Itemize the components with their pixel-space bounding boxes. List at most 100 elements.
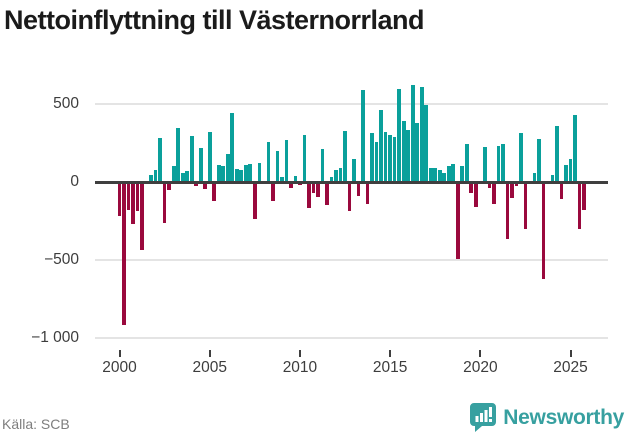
data-bar: [523, 182, 528, 230]
data-bar: [505, 182, 510, 240]
x-axis-label: 2025: [553, 359, 588, 376]
data-bar: [266, 142, 271, 182]
data-bar: [271, 182, 275, 201]
data-bar: [167, 182, 171, 190]
data-bar: [117, 182, 122, 217]
data-bar: [577, 182, 582, 229]
data-bar: [320, 149, 325, 182]
data-bar: [473, 182, 478, 207]
data-bar: [419, 86, 424, 182]
data-bar: [338, 167, 343, 182]
data-bar: [257, 162, 262, 182]
y-axis-label: 500: [53, 95, 79, 113]
data-bar: [352, 158, 356, 182]
data-bar: [185, 170, 190, 182]
data-bar: [392, 137, 397, 182]
data-bar: [212, 182, 217, 201]
data-bar: [442, 173, 447, 182]
data-bar: [401, 120, 406, 182]
data-bar: [469, 182, 474, 193]
data-bar: [239, 169, 244, 182]
data-bar: [564, 164, 568, 182]
data-bar: [122, 182, 126, 326]
data-bar: [519, 133, 523, 182]
data-bar: [437, 169, 442, 182]
data-bar: [284, 139, 289, 182]
data-bar: [541, 182, 546, 280]
data-bar: [325, 182, 329, 206]
data-bar: [374, 142, 379, 182]
y-axis-label: −1 000: [31, 328, 79, 346]
data-bar: [532, 173, 537, 182]
data-bar: [361, 90, 365, 182]
data-bar: [225, 154, 230, 182]
data-bar: [455, 182, 460, 260]
data-bar: [198, 147, 203, 182]
data-bar: [514, 182, 519, 187]
data-bar: [550, 174, 555, 182]
x-axis-tick: [479, 350, 482, 357]
data-bar: [559, 182, 564, 200]
data-bar: [280, 177, 284, 182]
data-bar: [568, 159, 573, 182]
data-bar: [216, 164, 221, 182]
data-bar: [347, 182, 352, 211]
data-bar: [126, 182, 131, 210]
data-bar: [406, 129, 411, 182]
data-bar: [253, 182, 257, 220]
data-bar: [428, 167, 433, 182]
newsworthy-wordmark: Newsworthy: [503, 406, 624, 429]
data-bar: [451, 163, 456, 182]
data-bar: [311, 182, 316, 193]
data-bar: [171, 165, 176, 182]
data-bar: [189, 136, 194, 182]
data-bar: [343, 131, 347, 182]
source-label: Källa: SCB: [2, 416, 70, 432]
x-axis-label: 2010: [282, 359, 318, 376]
data-bar: [582, 182, 586, 210]
data-bar: [370, 132, 374, 182]
data-bar: [433, 168, 438, 182]
data-bar: [275, 151, 280, 182]
x-axis-tick: [389, 350, 392, 357]
x-axis-tick: [118, 350, 121, 357]
data-bar: [487, 182, 492, 188]
gridline: [95, 103, 608, 106]
data-bar: [415, 123, 420, 182]
data-bar: [496, 146, 501, 182]
data-bar: [289, 182, 293, 188]
data-bar: [410, 85, 415, 182]
data-bar: [555, 125, 559, 182]
x-axis-tick: [569, 350, 572, 357]
data-bar: [293, 176, 298, 182]
data-bar: [316, 182, 320, 198]
data-bar: [180, 173, 185, 182]
data-bar: [194, 182, 199, 187]
data-bar: [234, 168, 239, 182]
x-axis-tick: [298, 350, 301, 357]
zero-axis-line: [95, 180, 608, 184]
data-bar: [388, 135, 392, 182]
data-bar: [424, 105, 429, 182]
data-bar: [140, 182, 144, 250]
data-bar: [334, 169, 338, 182]
data-bar: [356, 182, 361, 197]
data-bar: [379, 110, 383, 182]
data-bar: [492, 182, 496, 204]
x-axis-label: 2000: [102, 359, 137, 376]
data-bar: [302, 134, 307, 182]
data-bar: [162, 182, 167, 224]
x-axis-label: 2005: [192, 359, 227, 376]
data-bar: [207, 132, 212, 182]
data-bar: [230, 113, 235, 182]
data-bar: [135, 182, 140, 211]
data-bar: [383, 132, 388, 182]
data-bar: [203, 182, 208, 190]
data-bar: [243, 164, 248, 182]
newsworthy-logo: Newsworthy: [469, 402, 624, 433]
data-bar: [510, 182, 514, 198]
gridline: [95, 336, 608, 339]
data-bar: [153, 170, 158, 182]
data-bar: [537, 139, 541, 182]
